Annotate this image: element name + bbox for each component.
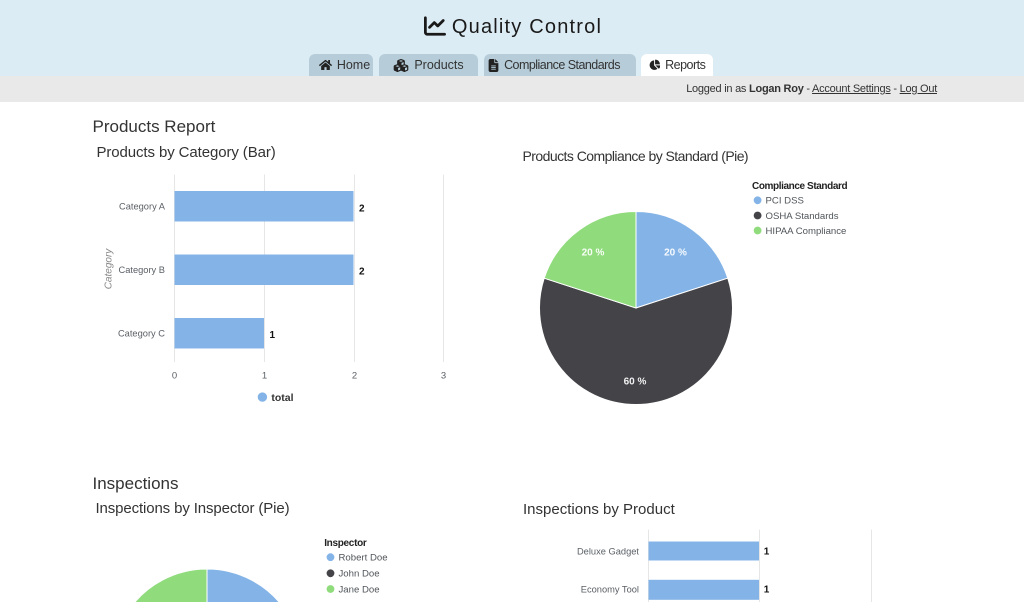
svg-text:OSHA Standards: OSHA Standards (766, 211, 839, 222)
svg-text:HIPAA Compliance: HIPAA Compliance (766, 226, 847, 237)
svg-text:Deluxe Gadget: Deluxe Gadget (577, 546, 639, 556)
svg-text:60 %: 60 % (624, 377, 647, 388)
svg-text:Inspector: Inspector (324, 538, 367, 549)
svg-text:20 %: 20 % (664, 248, 687, 259)
svg-text:0: 0 (172, 371, 177, 382)
svg-text:Compliance Standard: Compliance Standard (752, 181, 847, 192)
svg-text:PCI DSS: PCI DSS (766, 196, 804, 207)
svg-text:Jane Doe: Jane Doe (339, 584, 380, 595)
svg-text:2: 2 (352, 371, 357, 382)
svg-text:total: total (271, 392, 293, 404)
svg-text:1: 1 (270, 330, 276, 341)
svg-text:20 %: 20 % (582, 248, 605, 259)
svg-text:Category A: Category A (119, 202, 166, 212)
svg-text:Category B: Category B (118, 265, 165, 275)
svg-text:Category: Category (104, 248, 115, 290)
svg-text:Economy Tool: Economy Tool (581, 585, 639, 595)
svg-text:Robert Doe: Robert Doe (339, 553, 388, 564)
svg-text:1: 1 (764, 547, 770, 558)
svg-text:John Doe: John Doe (339, 569, 380, 580)
svg-text:2: 2 (359, 204, 365, 215)
svg-text:Category C: Category C (118, 329, 165, 339)
svg-text:1: 1 (262, 371, 267, 382)
svg-text:1: 1 (764, 585, 770, 596)
svg-text:3: 3 (441, 371, 446, 382)
svg-text:2: 2 (359, 267, 365, 278)
